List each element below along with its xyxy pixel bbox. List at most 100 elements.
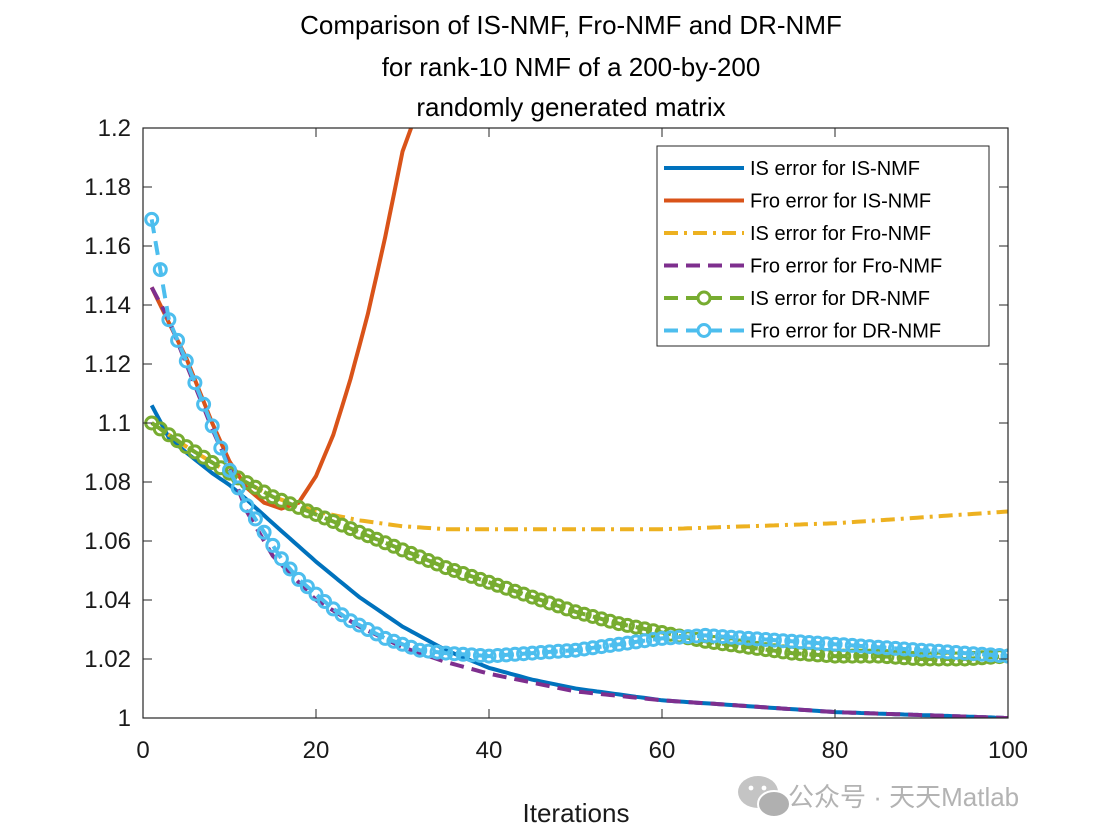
x-tick-label: 40 (476, 737, 503, 764)
series-line-is-error-for-fro-nmf (150, 421, 1008, 532)
marker-fro-error-for-dr-nmf (671, 629, 687, 645)
marker-is-error-for-dr-nmf (455, 566, 471, 581)
marker-fro-error-for-dr-nmf (170, 332, 186, 348)
marker-is-error-for-dr-nmf (412, 549, 428, 565)
marker-fro-error-for-dr-nmf (611, 636, 627, 652)
marker-is-error-for-dr-nmf (317, 510, 333, 526)
marker-fro-error-for-dr-nmf (498, 647, 514, 663)
marker-fro-error-for-dr-nmf (317, 594, 333, 609)
marker-is-error-for-dr-nmf (360, 528, 376, 544)
marker-is-error-for-dr-nmf (585, 609, 601, 624)
marker-is-error-for-dr-nmf (273, 492, 289, 508)
x-tick-label: 20 (303, 737, 330, 764)
marker-fro-error-for-dr-nmf (542, 644, 557, 660)
marker-fro-error-for-dr-nmf (697, 627, 713, 643)
marker-fro-error-for-dr-nmf (161, 312, 177, 328)
marker-fro-error-for-dr-nmf (403, 639, 419, 655)
marker-fro-error-for-dr-nmf (896, 641, 912, 657)
marker-is-error-for-dr-nmf (481, 574, 497, 590)
marker-fro-error-for-dr-nmf (386, 633, 402, 649)
y-tick-label: 1.04 (84, 587, 131, 614)
legend-item-fro-error-for-dr-nmf: Fro error for DR-NMF (664, 321, 941, 343)
marker-is-error-for-dr-nmf (446, 563, 462, 578)
marker-is-error-for-dr-nmf (628, 619, 644, 635)
marker-fro-error-for-dr-nmf (680, 629, 696, 645)
marker-fro-error-for-dr-nmf (550, 643, 566, 659)
marker-fro-error-for-dr-nmf (412, 642, 428, 658)
marker-is-error-for-dr-nmf (524, 589, 540, 605)
x-tick-label: 100 (988, 737, 1028, 764)
marker-fro-error-for-dr-nmf (464, 647, 480, 663)
series-layer (144, 128, 1008, 718)
legend-marker (696, 290, 712, 306)
marker-fro-error-for-dr-nmf (446, 646, 462, 662)
marker-fro-error-for-dr-nmf (914, 642, 929, 658)
marker-is-error-for-dr-nmf (602, 613, 618, 629)
legend-label: IS error for IS-NMF (750, 158, 920, 180)
marker-fro-error-for-dr-nmf (758, 632, 774, 647)
y-tick-label: 1 (118, 705, 131, 732)
marker-fro-error-for-dr-nmf (801, 635, 817, 650)
marker-fro-error-for-dr-nmf (395, 636, 410, 652)
marker-fro-error-for-dr-nmf (222, 462, 237, 478)
legend-item-is-error-for-is-nmf: IS error for IS-NMF (664, 158, 920, 180)
legend-label: IS error for DR-NMF (750, 288, 930, 310)
marker-is-error-for-dr-nmf (879, 649, 895, 665)
tick-layer: 1 1.02 1.04 1.06 1.08 1.1 1.12 1.14 1.16 1.18 1.2 0… (84, 115, 1028, 764)
legend-box (656, 145, 990, 347)
marker-fro-error-for-dr-nmf (957, 645, 973, 661)
marker-fro-error-for-dr-nmf (533, 645, 549, 660)
y-tick-label: 1.08 (84, 469, 131, 496)
y-tick-label: 1.14 (84, 292, 131, 319)
marker-fro-error-for-dr-nmf (152, 262, 168, 278)
marker-fro-error-for-dr-nmf (862, 639, 878, 655)
marker-fro-error-for-dr-nmf (628, 634, 644, 650)
marker-fro-error-for-dr-nmf (420, 643, 436, 659)
marker-fro-error-for-dr-nmf (723, 629, 739, 645)
marker-is-error-for-dr-nmf (533, 592, 549, 608)
marker-is-error-for-dr-nmf (888, 649, 903, 665)
marker-fro-error-for-dr-nmf (299, 579, 315, 595)
marker-fro-error-for-dr-nmf (516, 646, 532, 662)
x-tick-label: 80 (822, 737, 849, 764)
marker-fro-error-for-dr-nmf (490, 648, 506, 663)
marker-is-error-for-dr-nmf (403, 545, 419, 561)
marker-fro-error-for-dr-nmf (1000, 648, 1008, 664)
marker-fro-error-for-dr-nmf (844, 637, 860, 653)
marker-fro-error-for-dr-nmf (983, 647, 999, 663)
marker-is-error-for-dr-nmf (472, 571, 488, 587)
legend: IS error for IS-NMF Fro error for IS-NMF I… (656, 145, 990, 347)
x-tick-label: 60 (649, 737, 676, 764)
marker-fro-error-for-dr-nmf (922, 643, 938, 659)
marker-is-error-for-dr-nmf (299, 503, 315, 519)
marker-fro-error-for-dr-nmf (775, 633, 791, 649)
marker-is-error-for-dr-nmf (645, 623, 661, 639)
marker-is-error-for-dr-nmf (594, 611, 609, 627)
watermark-text: 公众号 · 天天Matlab (788, 782, 1019, 812)
marker-fro-error-for-dr-nmf (888, 640, 903, 656)
marker-fro-error-for-dr-nmf (645, 632, 661, 647)
marker-fro-error-for-dr-nmf (637, 633, 653, 649)
marker-is-error-for-dr-nmf (896, 650, 912, 666)
marker-is-error-for-dr-nmf (542, 595, 557, 611)
marker-is-error-for-dr-nmf (308, 507, 324, 522)
legend-item-fro-error-for-is-nmf: Fro error for IS-NMF (664, 191, 931, 213)
marker-fro-error-for-dr-nmf (965, 646, 981, 662)
marker-is-error-for-dr-nmf (291, 499, 307, 515)
marker-fro-error-for-dr-nmf (282, 561, 298, 577)
marker-fro-error-for-dr-nmf (594, 639, 609, 655)
marker-fro-error-for-dr-nmf (689, 628, 705, 644)
marker-fro-error-for-dr-nmf (940, 644, 955, 660)
marker-fro-error-for-dr-nmf (273, 551, 289, 567)
marker-fro-error-for-dr-nmf (766, 632, 782, 648)
chart-title-line-1: Comparison of IS-NMF, Fro-NMF and DR-NMF (300, 10, 842, 40)
marker-fro-error-for-dr-nmf (810, 635, 826, 651)
marker-is-error-for-dr-nmf (914, 651, 929, 667)
marker-fro-error-for-dr-nmf (654, 630, 670, 646)
y-tick-label: 1.16 (84, 233, 131, 260)
marker-is-error-for-dr-nmf (516, 586, 532, 602)
marker-fro-error-for-dr-nmf (204, 418, 220, 434)
marker-is-error-for-dr-nmf (559, 601, 575, 617)
marker-fro-error-for-dr-nmf (429, 644, 445, 660)
